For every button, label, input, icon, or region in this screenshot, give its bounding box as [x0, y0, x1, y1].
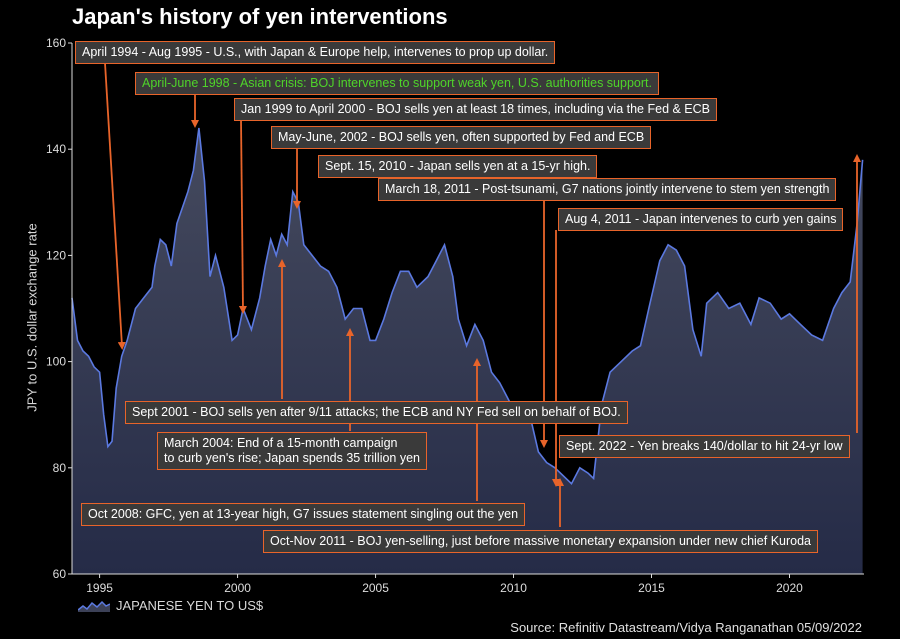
arrow-1994-1995 — [104, 62, 126, 350]
annotation-2004-line2: to curb yen's rise; Japan spends 35 tril… — [164, 451, 420, 465]
legend: JAPANESE YEN TO US$ — [78, 598, 263, 613]
annotation-2011-aug: Aug 4, 2011 - Japan intervenes to curb y… — [558, 208, 844, 231]
x-tick-label: 2010 — [500, 581, 527, 595]
legend-label: JAPANESE YEN TO US$ — [116, 598, 264, 613]
legend-swatch — [78, 600, 110, 612]
x-tick-label: 1995 — [86, 581, 113, 595]
arrow-1999-2000 — [238, 118, 247, 314]
y-tick-label: 100 — [46, 355, 66, 369]
annotation-2011-march: March 18, 2011 - Post-tsunami, G7 nation… — [378, 178, 837, 201]
annotation-2001: Sept 2001 - BOJ sells yen after 9/11 att… — [125, 401, 628, 424]
y-tick-label: 80 — [53, 461, 67, 475]
x-tick-label: 2015 — [638, 581, 665, 595]
source-note: Source: Refinitiv Datastream/Vidya Ranga… — [510, 620, 862, 635]
x-tick-label: 2000 — [224, 581, 251, 595]
series-line — [71, 127, 864, 486]
annotation-1999-2000: Jan 1999 to April 2000 - BOJ sells yen a… — [234, 98, 718, 121]
y-tick-label: 120 — [46, 248, 66, 262]
annotation-2008: Oct 2008: GFC, yen at 13-year high, G7 i… — [81, 503, 526, 526]
y-tick-label: 160 — [46, 36, 66, 50]
annotation-2002: May-June, 2002 - BOJ sells yen, often su… — [271, 126, 652, 149]
annotation-2004-line1: March 2004: End of a 15-month campaign — [164, 436, 398, 450]
x-tick-label: 2005 — [362, 581, 389, 595]
annotation-2010: Sept. 15, 2010 - Japan sells yen at a 15… — [318, 155, 598, 178]
y-tick-label: 140 — [46, 142, 66, 156]
annotation-2022: Sept. 2022 - Yen breaks 140/dollar to hi… — [559, 435, 850, 458]
annotation-1998: April-June 1998 - Asian crisis: BOJ inte… — [135, 72, 659, 95]
annotation-1994-1995: April 1994 - Aug 1995 - U.S., with Japan… — [75, 41, 556, 64]
x-tick-label: 2020 — [776, 581, 803, 595]
annotation-2011-oct: Oct-Nov 2011 - BOJ yen-selling, just bef… — [263, 530, 819, 553]
annotation-2004: March 2004: End of a 15-month campaign t… — [157, 432, 427, 470]
chart-title: Japan's history of yen interventions — [72, 4, 448, 29]
y-tick-label: 60 — [53, 567, 67, 581]
